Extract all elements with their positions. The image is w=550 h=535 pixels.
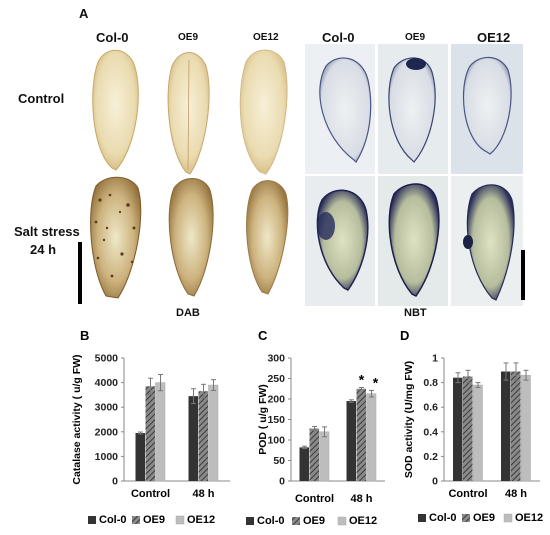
y-tick-label: 3000 bbox=[95, 402, 119, 414]
legend-label: OE9 bbox=[303, 515, 325, 527]
legend-label: Col-0 bbox=[99, 514, 127, 526]
leaf-photo-grid bbox=[78, 44, 525, 306]
bar-oe9-0 bbox=[145, 386, 155, 481]
y-tick-label: 0 bbox=[432, 476, 438, 488]
bar-col0-0 bbox=[135, 433, 145, 481]
y-tick-label: 1 bbox=[432, 353, 438, 365]
y-axis-label: POD ( u/g FW) bbox=[257, 384, 269, 455]
significance-star: * bbox=[373, 374, 379, 390]
bar-oe12-0 bbox=[155, 382, 166, 482]
y-tick-label: 0 bbox=[112, 476, 118, 488]
bar-oe9-0 bbox=[463, 376, 473, 481]
y-tick-label: 1000 bbox=[95, 451, 119, 463]
bar-oe12-0 bbox=[472, 384, 483, 482]
row-label-salt-stress: Salt stress bbox=[14, 224, 80, 239]
y-tick-label: 0.6 bbox=[423, 402, 438, 414]
legend-swatch bbox=[418, 514, 426, 522]
col-label-nbt-col0: Col-0 bbox=[322, 30, 355, 45]
y-tick-label: 2000 bbox=[95, 426, 119, 438]
legend-label: OE9 bbox=[473, 512, 495, 524]
legend-label: Col-0 bbox=[429, 512, 457, 524]
y-axis-label: Catalase activity ( u/g FW) bbox=[71, 354, 83, 484]
legend-swatch bbox=[132, 516, 140, 524]
leaf-nbt-col0-control bbox=[319, 57, 372, 163]
scale-bar-nbt bbox=[521, 250, 525, 300]
category-label: 48 h bbox=[505, 488, 527, 500]
y-tick-label: 0 bbox=[279, 476, 285, 488]
leaf-dab-oe9-salt bbox=[168, 178, 214, 297]
y-tick-label: 300 bbox=[267, 353, 285, 365]
bar-oe12-1 bbox=[366, 393, 377, 482]
bar-col0-1 bbox=[188, 396, 198, 481]
category-label: Control bbox=[131, 488, 170, 500]
category-label: Control bbox=[448, 488, 487, 500]
legend-swatch bbox=[175, 515, 185, 525]
significance-star: * bbox=[359, 372, 365, 388]
y-tick-label: 100 bbox=[267, 435, 285, 447]
leaf-dab-oe12-salt bbox=[246, 180, 289, 295]
col-label-dab-oe12: OE12 bbox=[253, 32, 279, 43]
chart-b: B 0 1000 2000 3000 4000 5000 Catalase activity … bbox=[71, 328, 230, 526]
legend-swatch bbox=[292, 517, 300, 525]
bar-oe9-0 bbox=[309, 428, 319, 481]
legend-swatch bbox=[462, 514, 470, 522]
y-tick-label: 200 bbox=[267, 394, 285, 406]
leaf-dab-col0-salt bbox=[90, 176, 142, 299]
chart-c: C 0 50 100 150 200 250 300 POD ( u/g FW) Control 4… bbox=[246, 328, 385, 527]
legend-label: OE12 bbox=[349, 515, 377, 527]
scale-bar-dab bbox=[78, 242, 82, 304]
y-tick-label: 250 bbox=[267, 373, 285, 385]
legend-label: OE12 bbox=[515, 512, 543, 524]
y-axis-label: SOD activity (U/mg FW) bbox=[403, 361, 415, 478]
leaf-nbt-oe9-control bbox=[388, 57, 436, 163]
stain-label-dab: DAB bbox=[176, 307, 200, 319]
leaf-dab-col0-control bbox=[92, 49, 139, 171]
row-label-control: Control bbox=[18, 91, 65, 106]
bar-oe12-0 bbox=[319, 431, 330, 482]
y-tick-label: 0.2 bbox=[423, 451, 438, 463]
bar-col0-1 bbox=[501, 371, 511, 481]
legend-label: OE12 bbox=[187, 514, 215, 526]
panel-a-label: A bbox=[79, 6, 89, 21]
legend-label: OE9 bbox=[143, 514, 165, 526]
leaf-nbt-oe12-control bbox=[462, 56, 512, 155]
stain-label-nbt: NBT bbox=[404, 307, 427, 319]
panel-c-label: C bbox=[258, 328, 268, 343]
leaf-nbt-oe12-salt bbox=[466, 184, 515, 301]
bar-oe9-1 bbox=[356, 388, 366, 481]
bar-col0-0 bbox=[453, 377, 463, 481]
bar-oe12-1 bbox=[208, 384, 219, 482]
col-label-nbt-oe12: OE12 bbox=[477, 30, 511, 45]
chart-d: D 0 0.2 0.4 0.6 0.8 1 SOD activity (U/mg FW) Con… bbox=[400, 328, 543, 524]
dab-spots-col0 bbox=[94, 193, 136, 278]
panel-b-label: B bbox=[80, 328, 89, 343]
legend-swatch bbox=[246, 517, 254, 525]
bar-col0-0 bbox=[299, 447, 309, 481]
y-tick-label: 150 bbox=[267, 414, 285, 426]
bar-oe9-1 bbox=[511, 371, 521, 481]
leaf-dab-oe12-control bbox=[239, 49, 288, 175]
col-label-nbt-oe9: OE9 bbox=[405, 32, 426, 43]
bar-oe9-1 bbox=[198, 391, 208, 481]
legend-swatch bbox=[503, 513, 513, 523]
bar-oe12-1 bbox=[520, 374, 531, 482]
legend-swatch bbox=[337, 516, 347, 526]
col-label-dab-oe9: OE9 bbox=[178, 32, 199, 43]
y-tick-label: 5000 bbox=[95, 353, 119, 365]
row-label-24h: 24 h bbox=[30, 242, 57, 257]
bar-col0-1 bbox=[346, 401, 356, 481]
y-tick-label: 0.4 bbox=[423, 426, 438, 438]
category-label: 48 h bbox=[350, 493, 372, 505]
y-tick-label: 4000 bbox=[95, 377, 119, 389]
legend-label: Col-0 bbox=[257, 515, 285, 527]
legend-swatch bbox=[88, 516, 96, 524]
col-label-dab-col0: Col-0 bbox=[96, 30, 129, 45]
y-tick-label: 50 bbox=[273, 455, 285, 467]
y-tick-label: 0.8 bbox=[423, 377, 438, 389]
leaf-nbt-oe9-salt bbox=[388, 183, 440, 297]
category-label: 48 h bbox=[192, 488, 214, 500]
panel-d-label: D bbox=[400, 328, 409, 343]
category-label: Control bbox=[295, 493, 334, 505]
